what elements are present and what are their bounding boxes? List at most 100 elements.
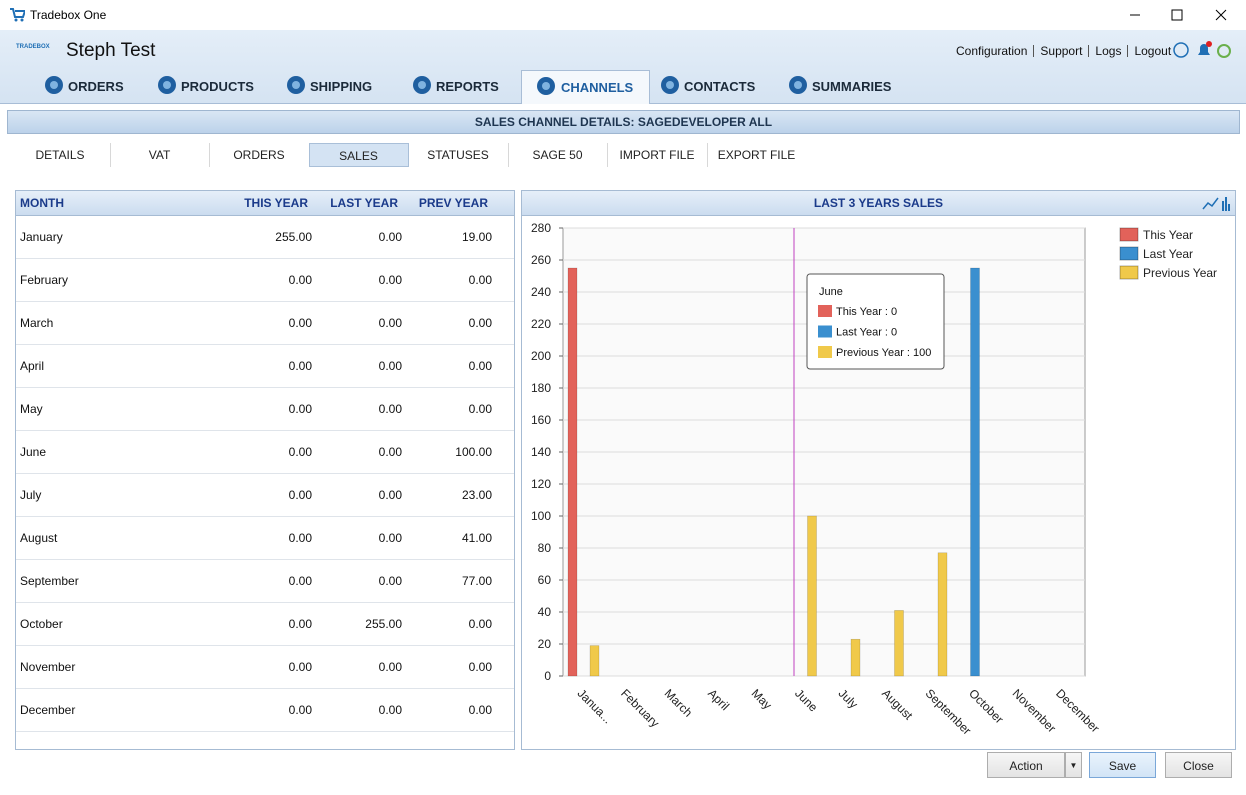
header-icons[interactable]	[1172, 40, 1234, 60]
nav-icon	[158, 76, 176, 94]
logo: TRADEBOX	[16, 44, 50, 50]
column-header[interactable]: LAST YEAR	[330, 196, 398, 210]
table-cell: 0.00	[378, 359, 402, 373]
header: TRADEBOX Steph Test Configuration Support…	[0, 30, 1246, 104]
table-cell: 0.00	[468, 402, 492, 416]
table-cell: January	[20, 230, 63, 244]
table-cell: March	[20, 316, 54, 330]
table-cell: June	[20, 445, 47, 459]
nav-label: CHANNELS	[561, 80, 634, 95]
sub-tab[interactable]: VAT	[148, 148, 171, 162]
button[interactable]: Action	[987, 752, 1065, 778]
nav-tab[interactable]: CHANNELS	[521, 70, 650, 104]
table-row[interactable]: December 0.00 0.00 0.00	[16, 689, 514, 732]
table-cell: 0.00	[378, 703, 402, 717]
table-cell: 0.00	[288, 316, 312, 330]
sub-tab[interactable]: IMPORT FILE	[619, 148, 695, 162]
sales-table: MONTH THIS YEAR LAST YEAR PREV YEAR January 2…	[15, 190, 515, 750]
table-cell: 0.00	[288, 402, 312, 416]
window-controls[interactable]	[1110, 0, 1246, 30]
table-header: MONTH THIS YEAR LAST YEAR PREV YEAR	[16, 191, 514, 216]
column-header[interactable]: MONTH	[20, 196, 64, 210]
table-row[interactable]: October 0.00 255.00 0.00	[16, 603, 514, 646]
table-row[interactable]: November 0.00 0.00 0.00	[16, 646, 514, 689]
nav-icon	[661, 76, 679, 94]
table-cell: 0.00	[378, 316, 402, 330]
table-row[interactable]: September 0.00 0.00 77.00	[16, 560, 514, 603]
table-cell: July	[20, 488, 42, 502]
nav-icon	[45, 76, 63, 94]
table-cell: 0.00	[288, 488, 312, 502]
header-link[interactable]: Logs	[1088, 45, 1127, 57]
header-link[interactable]: Configuration	[956, 44, 1028, 58]
button[interactable]: Close	[1165, 752, 1232, 778]
table-cell: 100.00	[455, 445, 492, 459]
nav-tab[interactable]: REPORTS	[406, 70, 516, 103]
nav-tab[interactable]: SHIPPING	[280, 70, 390, 103]
nav-label: SHIPPING	[310, 79, 373, 94]
table-row[interactable]: February 0.00 0.00 0.00	[16, 259, 514, 302]
user-name: Steph Test	[66, 40, 156, 61]
table-cell: 0.00	[468, 703, 492, 717]
button[interactable]: Save	[1089, 752, 1156, 778]
table-cell: 0.00	[378, 230, 402, 244]
table-row[interactable]: April 0.00 0.00 0.00	[16, 345, 514, 388]
tab-separator	[706, 143, 708, 167]
table-row[interactable]: June 0.00 0.00 100.00	[16, 431, 514, 474]
table-cell: 0.00	[378, 660, 402, 674]
window-title: Tradebox One	[30, 8, 107, 22]
table-row[interactable]: July 0.00 0.00 23.00	[16, 474, 514, 517]
table-cell: August	[20, 531, 58, 545]
section-title: SALES CHANNEL DETAILS: SAGEDEVELOPER ALL	[7, 110, 1240, 134]
table-cell: 0.00	[288, 574, 312, 588]
sub-tab[interactable]: DETAILS	[35, 148, 85, 162]
header-links: Configuration Support Logs Logout	[950, 45, 1177, 57]
table-cell: November	[20, 660, 76, 674]
sub-tab[interactable]: ORDERS	[233, 148, 285, 162]
column-header[interactable]: THIS YEAR	[244, 196, 308, 210]
table-row[interactable]: March 0.00 0.00 0.00	[16, 302, 514, 345]
table-cell: 0.00	[378, 488, 402, 502]
table-cell: 0.00	[468, 273, 492, 287]
chart-mode-icons[interactable]	[1202, 195, 1232, 213]
sub-tab[interactable]: SAGE 50	[532, 148, 583, 162]
column-header[interactable]: PREV YEAR	[418, 196, 488, 210]
table-row[interactable]: May 0.00 0.00 0.00	[16, 388, 514, 431]
table-cell: October	[20, 617, 63, 631]
nav-icon	[413, 76, 431, 94]
tab-separator	[507, 143, 509, 167]
table-row[interactable]: January 255.00 0.00 19.00	[16, 216, 514, 259]
nav-icon	[789, 76, 807, 94]
nav-label: REPORTS	[436, 79, 499, 94]
tab-separator	[209, 143, 210, 167]
sub-tab[interactable]: SALES	[308, 143, 409, 167]
chart-title: LAST 3 YEARS SALES	[522, 191, 1235, 216]
sub-tab[interactable]: EXPORT FILE	[717, 148, 796, 162]
table-cell: September	[20, 574, 79, 588]
table-cell: 0.00	[378, 273, 402, 287]
nav-tab[interactable]: PRODUCTS	[151, 70, 261, 103]
tab-separator	[607, 143, 608, 167]
table-cell: April	[20, 359, 45, 373]
table-cell: 0.00	[468, 359, 492, 373]
header-link[interactable]: Support	[1033, 45, 1088, 57]
nav-icon	[287, 76, 305, 94]
table-cell: 255.00	[275, 230, 312, 244]
nav-label: SUMMARIES	[812, 79, 892, 94]
table-cell: 0.00	[378, 402, 402, 416]
table-cell: 0.00	[288, 445, 312, 459]
nav-label: ORDERS	[68, 79, 124, 94]
table-row[interactable]: August 0.00 0.00 41.00	[16, 517, 514, 560]
chart-panel: LAST 3 YEARS SALES	[521, 190, 1236, 750]
dropdown-button[interactable]: ▼	[1065, 752, 1082, 778]
nav-tab[interactable]: CONTACTS	[654, 70, 764, 103]
sub-tab[interactable]: STATUSES	[427, 148, 489, 162]
tab-separator	[109, 143, 111, 167]
table-cell: 41.00	[461, 531, 492, 545]
header-link[interactable]: Logout	[1127, 45, 1177, 57]
table-cell: May	[20, 402, 43, 416]
nav-tab[interactable]: ORDERS	[38, 70, 148, 103]
nav-tab[interactable]: SUMMARIES	[782, 70, 892, 103]
table-cell: 19.00	[461, 230, 492, 244]
